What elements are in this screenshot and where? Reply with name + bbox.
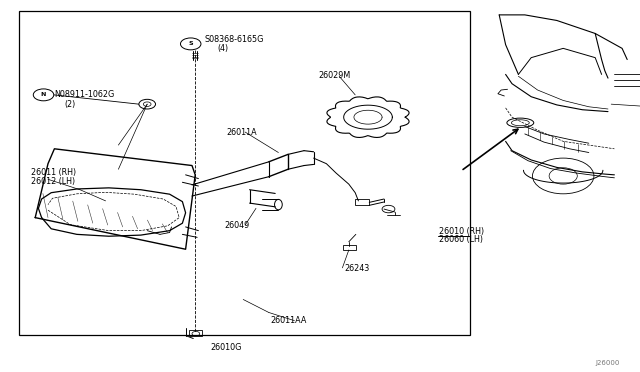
Circle shape <box>33 89 54 101</box>
Text: J26000: J26000 <box>595 360 620 366</box>
Text: 26049: 26049 <box>224 221 249 230</box>
Text: (2): (2) <box>64 100 76 109</box>
Text: 26011A: 26011A <box>226 128 257 137</box>
Text: N: N <box>41 92 46 97</box>
Circle shape <box>180 38 201 50</box>
Text: 26243: 26243 <box>344 264 369 273</box>
Bar <box>355 199 369 205</box>
Text: 26029M: 26029M <box>318 71 350 80</box>
Text: 26060 (LH): 26060 (LH) <box>439 235 483 244</box>
Text: (4): (4) <box>218 44 228 53</box>
Bar <box>343 245 356 250</box>
Text: S08368-6165G: S08368-6165G <box>205 35 264 44</box>
Text: S: S <box>188 41 193 46</box>
Text: 26010G: 26010G <box>210 343 241 352</box>
Bar <box>189 330 202 336</box>
Text: 26012 (LH): 26012 (LH) <box>31 177 75 186</box>
Text: 26011 (RH): 26011 (RH) <box>31 169 76 177</box>
Bar <box>19 11 470 335</box>
Text: N08911-1062G: N08911-1062G <box>54 90 115 99</box>
Text: 26011AA: 26011AA <box>270 316 307 325</box>
Text: 26010 (RH): 26010 (RH) <box>439 227 484 236</box>
